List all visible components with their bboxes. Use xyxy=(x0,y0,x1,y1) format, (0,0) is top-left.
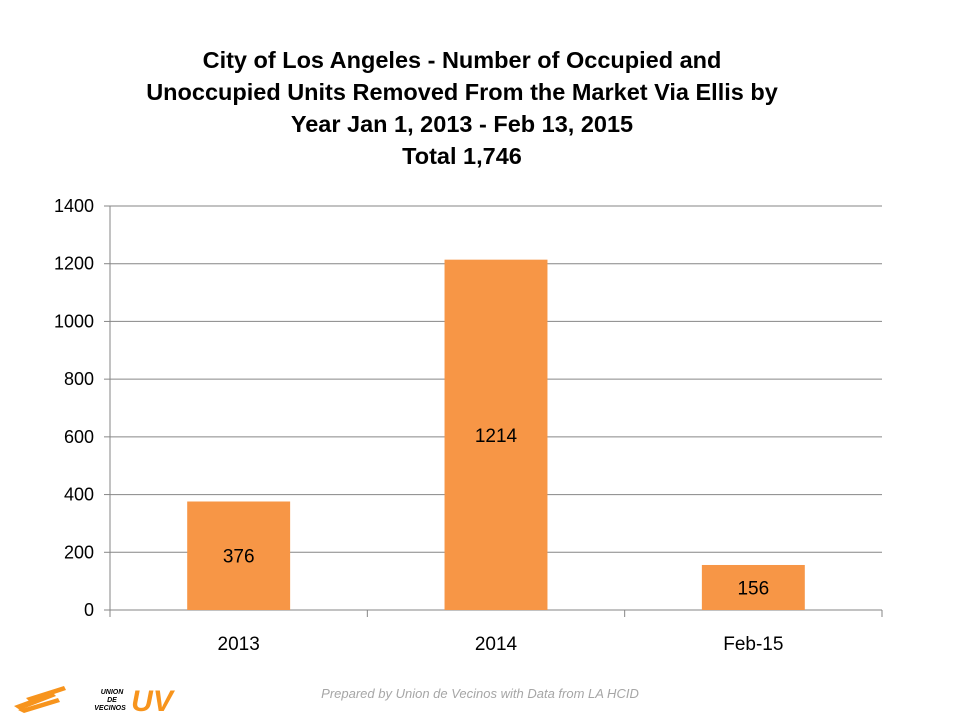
chart-title-line-3: Year Jan 1, 2013 - Feb 13, 2015 xyxy=(290,111,634,137)
union-de-vecinos-logo: UNION DE VECINOS UV xyxy=(14,685,176,714)
y-tick-label: 0 xyxy=(84,600,94,620)
x-tick-label: Feb-15 xyxy=(723,634,783,655)
chart-title-line-2: Unoccupied Units Removed From the Market… xyxy=(146,79,778,105)
bar-data-label: 376 xyxy=(223,547,255,568)
bar xyxy=(187,501,291,610)
y-tick-label: 400 xyxy=(64,485,94,505)
y-tick-label: 200 xyxy=(64,542,94,562)
y-tick-label: 800 xyxy=(64,369,94,389)
chart-title-line-4: Total 1,746 xyxy=(402,143,522,169)
bar xyxy=(701,564,805,610)
y-tick-label: 600 xyxy=(64,427,94,447)
logo-text-line-1: UNION xyxy=(101,689,125,696)
x-tick-label: 2013 xyxy=(218,634,260,655)
logo-monogram: UV xyxy=(131,685,176,714)
logo-text-line-3: VECINOS xyxy=(94,705,126,712)
footer-credit: Prepared by Union de Vecinos with Data f… xyxy=(321,686,639,701)
logo-text-line-2: DE xyxy=(107,697,117,704)
y-tick-label: 1400 xyxy=(54,196,94,216)
chart-title-line-1: City of Los Angeles - Number of Occupied… xyxy=(202,47,722,73)
bar-chart: 0 200 400 600 800 1000 1200 1400 376 2013 1214 2014… xyxy=(54,196,883,655)
x-tick-label: 2014 xyxy=(475,634,518,655)
bar xyxy=(444,259,548,610)
chart-title: City of Los Angeles - Number of Occupied… xyxy=(80,44,844,172)
y-tick-label: 1000 xyxy=(54,311,94,331)
y-tick-label: 1200 xyxy=(54,254,94,274)
logo-swoosh-icon xyxy=(14,686,66,713)
bar-data-label: 156 xyxy=(737,578,769,599)
bar-data-label: 1214 xyxy=(475,426,518,447)
